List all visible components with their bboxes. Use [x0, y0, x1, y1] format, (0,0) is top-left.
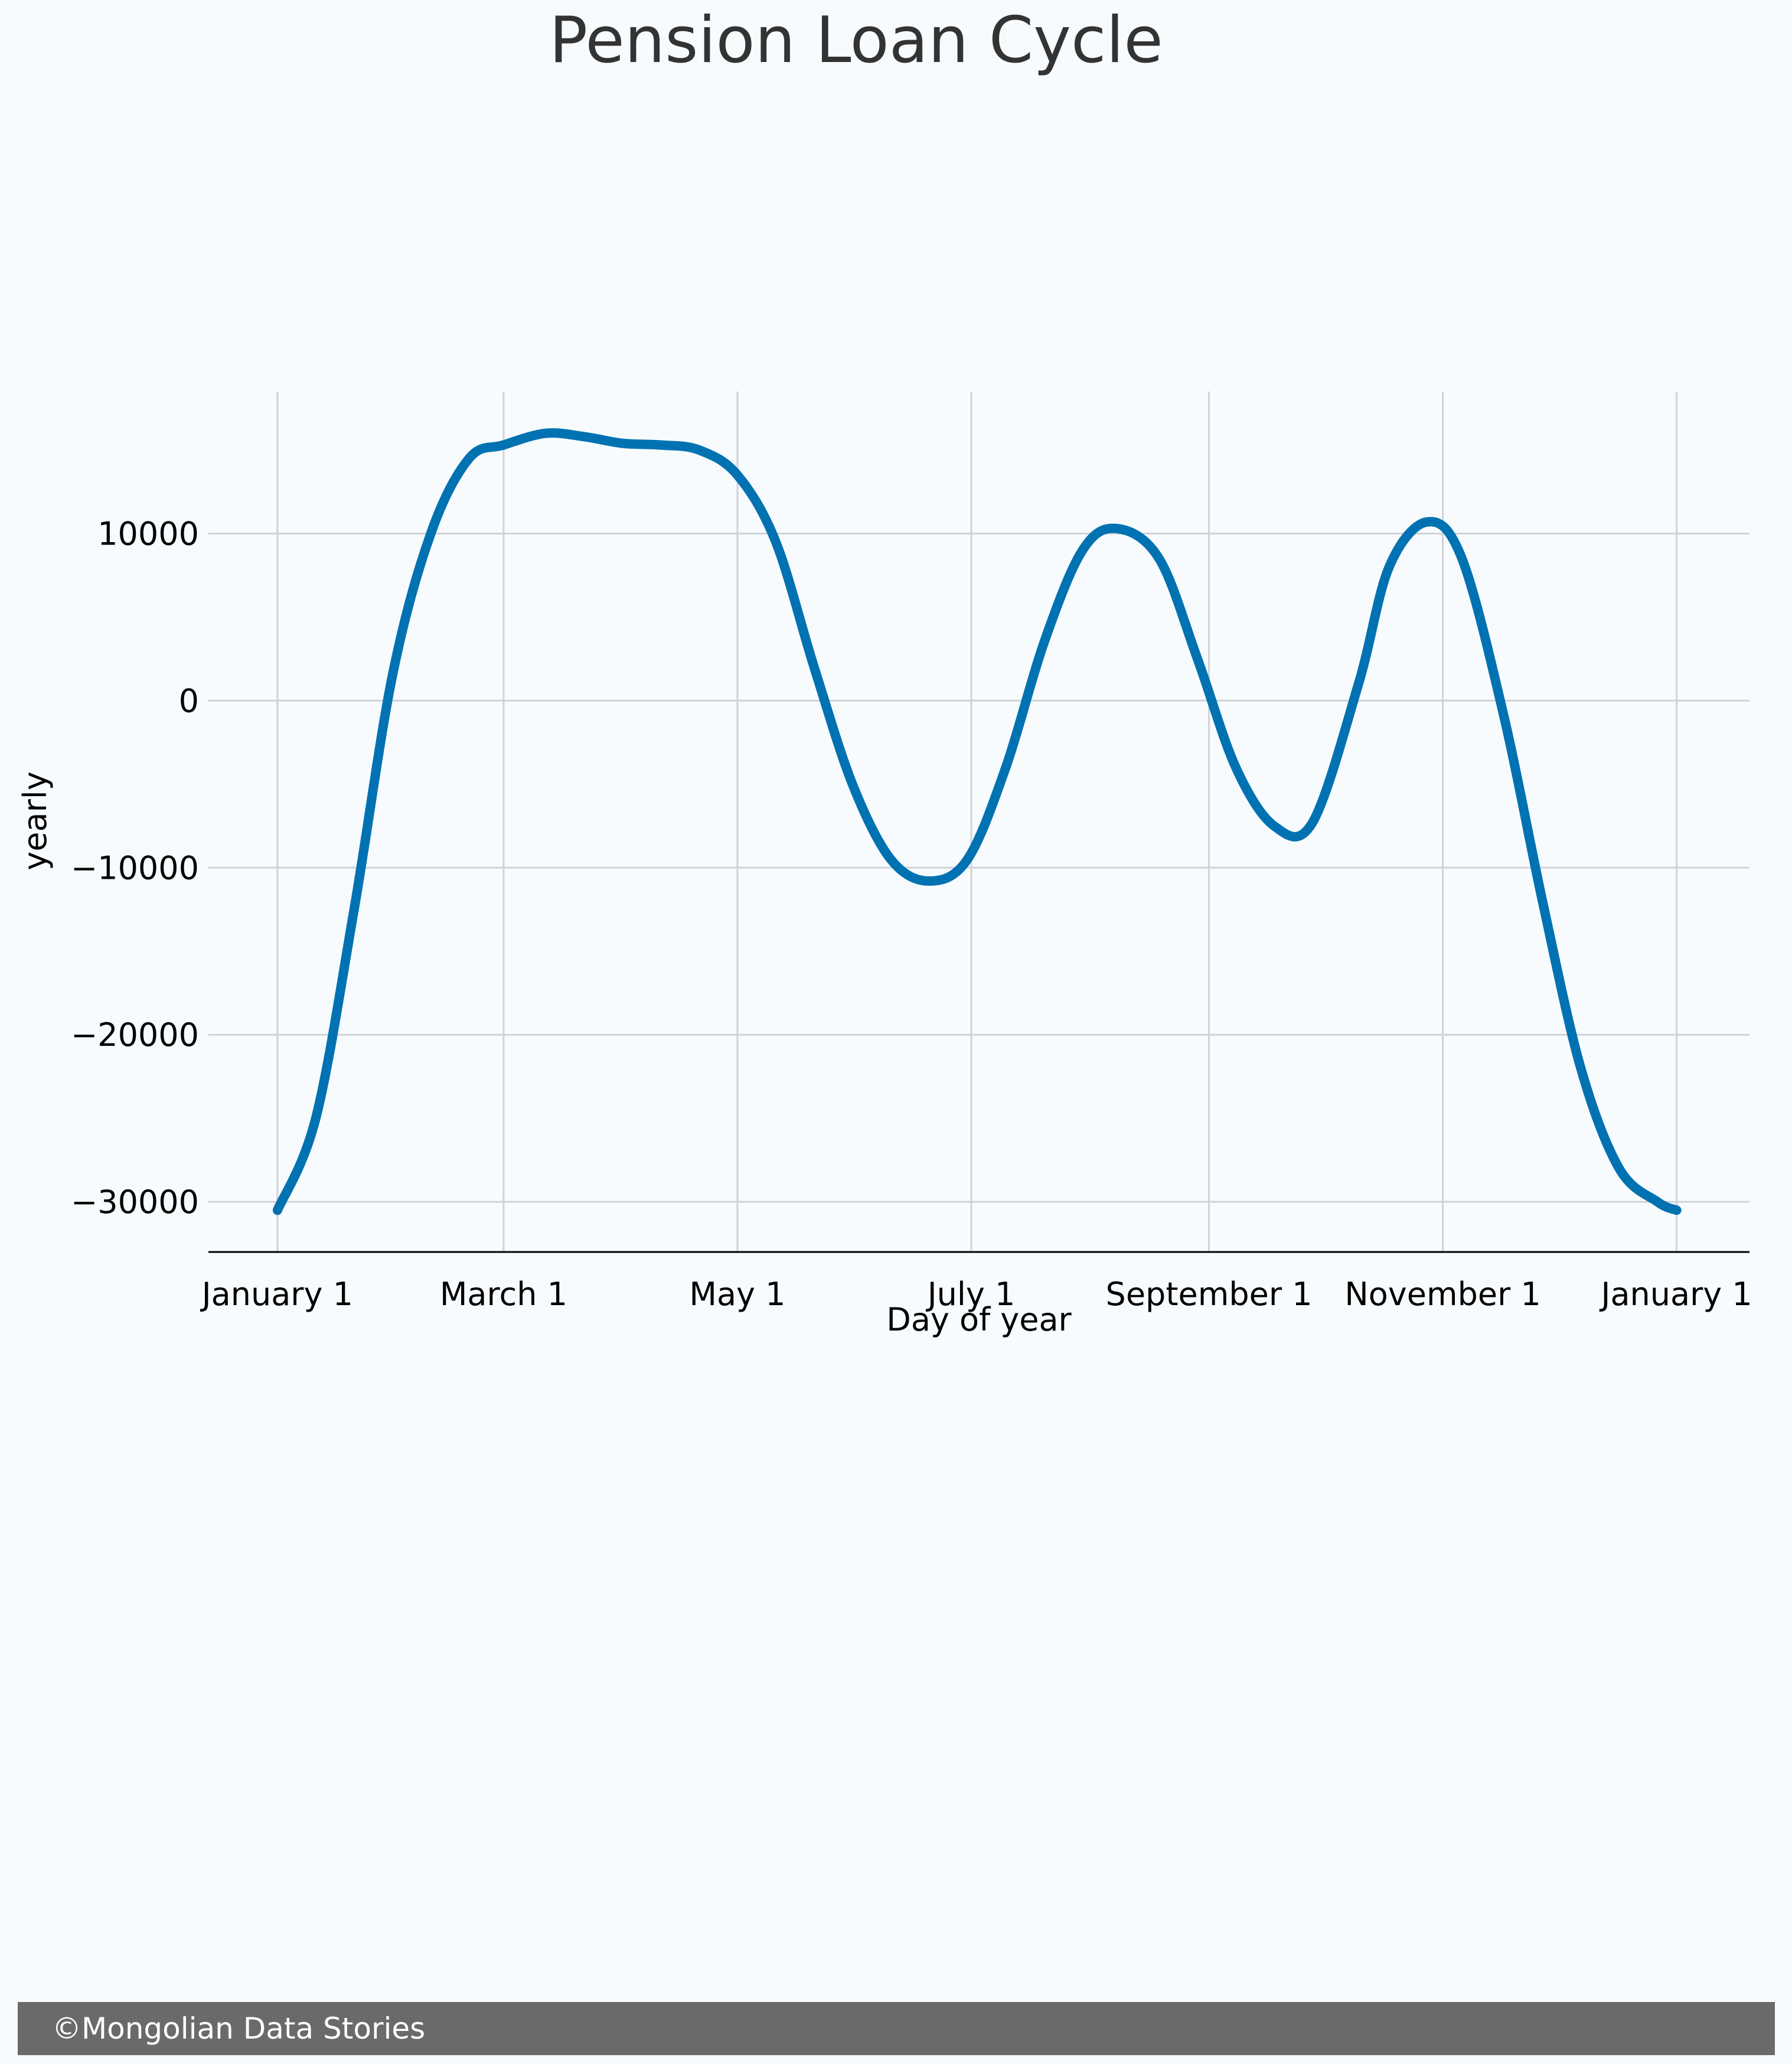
x-tick-label: July 1 — [926, 1276, 1016, 1313]
y-tick-label: −10000 — [71, 849, 199, 886]
y-tick-label: 0 — [179, 682, 199, 719]
x-tick-label: November 1 — [1344, 1276, 1540, 1313]
footer-credit: ©Mongolian Data Stories — [52, 2011, 426, 2046]
y-tick-label: −30000 — [71, 1183, 199, 1221]
y-tick-labels: 10000 0 −10000 −20000 −30000 — [71, 515, 199, 1221]
chart-title: Pension Loan Cycle — [549, 4, 1163, 77]
footer-bar: ©Mongolian Data Stories — [18, 2002, 1775, 2055]
x-axis-label: Day of year — [886, 1301, 1072, 1338]
y-axis-label: yearly — [17, 771, 54, 870]
x-tick-label: March 1 — [440, 1276, 567, 1313]
y-gridlines — [208, 532, 1749, 1203]
x-tick-labels: January 1 March 1 May 1 July 1 September 1 No… — [200, 1276, 1752, 1313]
series-line — [272, 428, 1682, 1215]
y-tick-label: −20000 — [71, 1016, 199, 1054]
x-tick-label: January 1 — [200, 1276, 353, 1313]
y-tick-label: 10000 — [97, 515, 199, 552]
x-tick-label: September 1 — [1106, 1276, 1313, 1313]
x-tick-label: May 1 — [689, 1276, 785, 1313]
x-gridlines — [276, 392, 1678, 1252]
x-tick-label: January 1 — [1600, 1276, 1752, 1313]
